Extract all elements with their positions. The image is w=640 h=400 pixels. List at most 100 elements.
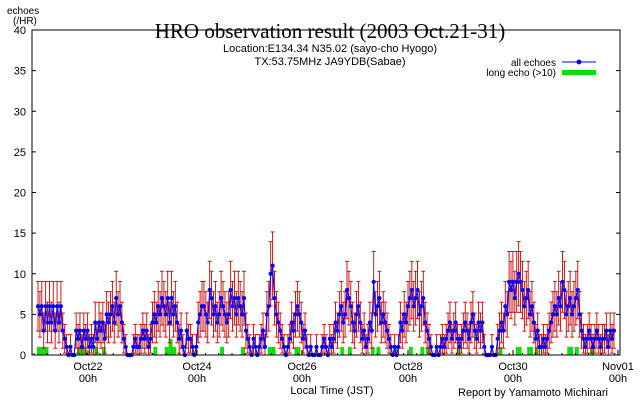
all-echoes-point bbox=[377, 296, 382, 301]
x-tick-sublabel: 00h bbox=[399, 373, 417, 385]
all-echoes-point bbox=[611, 328, 617, 333]
all-echoes-point bbox=[232, 296, 237, 301]
all-echoes-point bbox=[121, 336, 126, 341]
all-echoes-point bbox=[417, 312, 422, 317]
all-echoes-point bbox=[230, 304, 235, 309]
all-echoes-point bbox=[188, 336, 193, 341]
all-echoes-point bbox=[117, 304, 123, 309]
all-echoes-point bbox=[106, 320, 111, 325]
all-echoes-point bbox=[518, 279, 523, 284]
long-echo-bar bbox=[101, 346, 104, 355]
y-axis-label-line1: echoes bbox=[7, 6, 39, 17]
all-echoes-point bbox=[226, 312, 231, 317]
all-echoes-point bbox=[602, 336, 607, 341]
all-echoes-point bbox=[402, 312, 407, 317]
all-echoes-point bbox=[465, 328, 470, 333]
all-echoes-point bbox=[564, 312, 569, 317]
axes bbox=[31, 29, 621, 356]
all-echoes-point bbox=[224, 320, 229, 325]
legend-dot-all-echoes bbox=[576, 59, 582, 65]
all-echoes-point bbox=[102, 336, 107, 341]
all-echoes-point bbox=[411, 304, 416, 309]
long-echo-bar bbox=[347, 346, 350, 355]
all-echoes-point bbox=[508, 287, 514, 293]
all-echoes-point bbox=[482, 344, 487, 349]
all-echoes-point bbox=[91, 344, 96, 349]
all-echoes-point bbox=[379, 320, 384, 325]
x-tick-sublabel: 00h bbox=[188, 373, 206, 385]
all-echoes-point bbox=[205, 320, 210, 325]
all-echoes-point bbox=[568, 296, 573, 301]
long-echo-bar bbox=[376, 346, 379, 355]
all-echoes-point bbox=[43, 304, 48, 309]
all-echoes-point bbox=[215, 320, 220, 325]
all-echoes-point bbox=[35, 304, 41, 309]
all-echoes-point bbox=[95, 336, 100, 341]
all-echoes-point bbox=[428, 344, 434, 349]
all-echoes-point bbox=[445, 328, 451, 333]
all-echoes-point bbox=[569, 312, 575, 317]
all-echoes-point bbox=[207, 287, 212, 293]
all-echoes-point bbox=[335, 328, 340, 333]
all-echoes-point bbox=[375, 304, 380, 309]
all-echoes-point bbox=[41, 328, 46, 333]
all-echoes-point bbox=[321, 336, 327, 341]
all-echoes-point bbox=[81, 328, 86, 333]
all-echoes-point bbox=[497, 328, 502, 333]
long-echo-bar bbox=[410, 346, 413, 355]
all-echoes-point bbox=[257, 344, 262, 349]
all-echoes-point bbox=[144, 328, 149, 333]
all-echoes-point bbox=[404, 320, 409, 325]
all-echoes-point bbox=[54, 304, 60, 309]
all-echoes-point bbox=[524, 296, 529, 301]
all-echoes-point bbox=[323, 344, 329, 349]
all-echoes-point bbox=[516, 271, 521, 276]
all-echoes-point bbox=[259, 336, 264, 341]
all-echoes-point bbox=[535, 328, 540, 333]
error-bars-series bbox=[36, 231, 616, 356]
all-echoes-point bbox=[270, 263, 275, 268]
y-tick-label: 25 bbox=[14, 147, 26, 159]
all-echoes-point bbox=[156, 304, 161, 309]
all-echoes-point bbox=[371, 279, 376, 284]
long-echo-bar bbox=[426, 346, 429, 355]
y-tick-label: 20 bbox=[14, 188, 26, 200]
all-echoes-point bbox=[396, 344, 401, 349]
all-echoes-point bbox=[583, 344, 588, 349]
all-echoes-point bbox=[281, 344, 287, 349]
all-echoes-point bbox=[352, 328, 357, 333]
all-echoes-point bbox=[453, 320, 458, 325]
all-echoes-point bbox=[577, 312, 582, 317]
long-echo-bar bbox=[174, 346, 177, 355]
all-echoes-point bbox=[592, 336, 598, 341]
long-echo-bar bbox=[294, 346, 297, 355]
chart-title: HRO observation result (2003 Oct.21-31) bbox=[155, 19, 506, 43]
all-echoes-point bbox=[96, 320, 102, 325]
all-echoes-point bbox=[587, 328, 592, 333]
all-echoes-point bbox=[409, 287, 414, 293]
all-echoes-point bbox=[373, 312, 378, 317]
all-echoes-point bbox=[606, 344, 611, 349]
all-echoes-point bbox=[419, 304, 424, 309]
x-tick-label: Oct30 bbox=[498, 361, 527, 373]
y-tick-label: 5 bbox=[20, 309, 26, 321]
all-echoes-point bbox=[512, 296, 517, 301]
all-echoes-point bbox=[278, 328, 283, 333]
all-echoes-point bbox=[37, 312, 43, 317]
all-echoes-point bbox=[489, 344, 495, 349]
all-echoes-point bbox=[178, 328, 184, 333]
all-echoes-point bbox=[291, 328, 296, 333]
all-echoes-point bbox=[558, 304, 563, 309]
all-echoes-point bbox=[424, 328, 430, 333]
all-echoes-point bbox=[369, 328, 374, 333]
all-echoes-point bbox=[289, 320, 294, 325]
all-echoes-point bbox=[554, 312, 559, 317]
all-echoes-point bbox=[301, 336, 306, 341]
all-echoes-point bbox=[196, 320, 201, 325]
long-echo-bar bbox=[273, 346, 276, 355]
y-tick-label: 15 bbox=[14, 228, 26, 240]
x-tick-sublabel: 00h bbox=[504, 373, 522, 385]
long-echo-bar bbox=[370, 346, 373, 355]
long-echo-bar bbox=[241, 346, 244, 355]
all-echoes-point bbox=[501, 328, 506, 333]
